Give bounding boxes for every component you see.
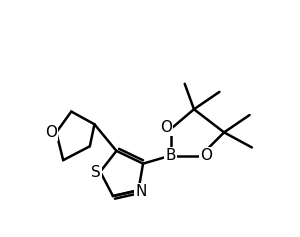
Text: O: O (200, 148, 212, 163)
Text: O: O (160, 120, 172, 135)
Text: O: O (45, 125, 57, 140)
Text: N: N (136, 184, 147, 199)
Text: B: B (166, 148, 176, 163)
Text: S: S (91, 165, 101, 180)
